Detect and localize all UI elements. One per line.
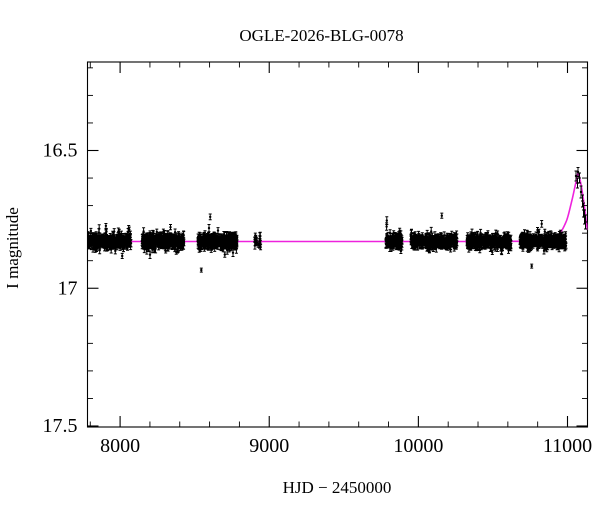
svg-text:17.5: 17.5 [43,415,78,437]
svg-text:8000: 8000 [100,435,140,457]
svg-text:16.5: 16.5 [43,140,78,162]
svg-text:17: 17 [58,277,78,299]
svg-text:11000: 11000 [543,435,592,457]
svg-text:10000: 10000 [393,435,443,457]
svg-text:9000: 9000 [249,435,289,457]
